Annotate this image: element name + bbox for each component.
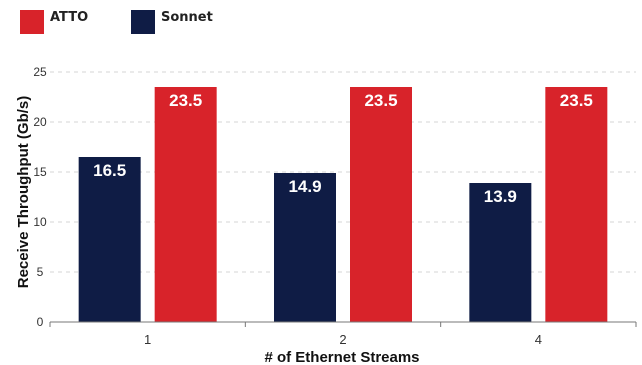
bar-atto bbox=[154, 87, 217, 322]
bar-sonnet bbox=[78, 157, 141, 322]
y-tick-label: 0 bbox=[37, 315, 44, 329]
bar-sonnet bbox=[274, 173, 336, 322]
bar-atto bbox=[350, 87, 412, 322]
legend-swatch-atto bbox=[20, 10, 44, 34]
gridlines bbox=[50, 71, 636, 273]
legend-label-atto: ATTO bbox=[50, 10, 89, 25]
bar-value-label: 14.9 bbox=[288, 177, 321, 196]
bar-value-label: 23.5 bbox=[169, 91, 202, 110]
x-axis-title: # of Ethernet Streams bbox=[264, 349, 419, 365]
bar-sonnet bbox=[469, 183, 532, 322]
legend-label-sonnet: Sonnet bbox=[161, 10, 213, 25]
y-tick-label: 5 bbox=[37, 265, 44, 279]
x-tick-label: 2 bbox=[339, 332, 346, 347]
y-tick-label: 20 bbox=[33, 115, 47, 129]
y-tick-label: 10 bbox=[33, 215, 47, 229]
y-tick-label: 25 bbox=[33, 65, 47, 79]
axes: 0 5 10 15 20 25 1 2 4 bbox=[33, 65, 637, 347]
bar-atto bbox=[545, 87, 608, 322]
bar-value-label: 16.5 bbox=[93, 161, 126, 180]
y-axis-title: Receive Throughput (Gb/s) bbox=[15, 96, 32, 289]
bar-value-label: 13.9 bbox=[484, 187, 517, 206]
bar-value-label: 23.5 bbox=[364, 91, 397, 110]
legend-swatch-sonnet bbox=[131, 10, 155, 34]
y-tick-label: 15 bbox=[33, 165, 47, 179]
x-tick-label: 1 bbox=[144, 332, 151, 347]
bars: 16.5 14.9 13.9 23.5 23.5 23.5 bbox=[78, 87, 608, 322]
bar-value-label: 23.5 bbox=[560, 91, 593, 110]
x-tick-label: 4 bbox=[535, 332, 542, 347]
